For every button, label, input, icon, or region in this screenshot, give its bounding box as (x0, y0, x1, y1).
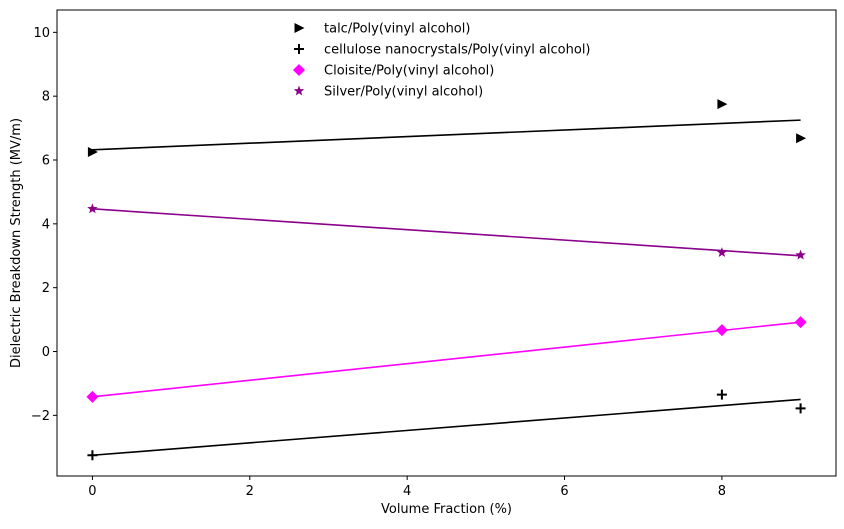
y-axis: −2 0 2 4 6 8 10 (31, 26, 57, 424)
x-tick-label: 0 (88, 484, 96, 499)
legend-marker (293, 64, 305, 76)
data-point (795, 249, 806, 260)
x-tick-label: 6 (560, 484, 568, 499)
plot-marks (86, 99, 807, 461)
data-point (87, 203, 98, 214)
data-point (716, 389, 727, 400)
fit-line (92, 321, 801, 398)
data-point (794, 316, 807, 329)
y-tick-label: 10 (33, 26, 50, 41)
legend-marker (294, 23, 305, 33)
legend-label: talc/Poly(vinyl alcohol) (324, 22, 470, 37)
legend-marker (293, 85, 305, 96)
legend-marker (294, 44, 304, 54)
fit-line (92, 398, 801, 457)
legend-item: Cloisite/Poly(vinyl alcohol) (293, 64, 494, 79)
data-point (796, 133, 807, 144)
data-point (717, 99, 728, 110)
y-tick-label: 6 (42, 154, 50, 169)
y-axis-label: Dielectric Breakdown Strength (MV/m) (9, 118, 24, 368)
fit-line (92, 119, 801, 151)
legend-item: talc/Poly(vinyl alcohol) (294, 22, 470, 37)
y-tick-label: 2 (42, 281, 50, 296)
x-tick-label: 8 (718, 484, 726, 499)
y-tick-label: 0 (42, 345, 50, 360)
legend-item: cellulose nanocrystals/Poly(vinyl alcoho… (294, 43, 591, 58)
y-tick-label: 8 (42, 90, 50, 105)
x-axis-label: Volume Fraction (%) (381, 502, 512, 517)
legend-label: Cloisite/Poly(vinyl alcohol) (324, 64, 494, 79)
plot-frame (56, 9, 837, 477)
fit-line (92, 208, 801, 257)
y-tick-label: −2 (31, 409, 50, 424)
data-point (87, 450, 98, 461)
data-point (716, 247, 728, 258)
data-point (795, 403, 806, 414)
x-axis: 0 2 4 6 8 (88, 476, 726, 499)
data-point (87, 147, 98, 158)
data-point (715, 324, 728, 337)
legend-item: Silver/Poly(vinyl alcohol) (293, 85, 483, 100)
x-tick-label: 2 (246, 484, 254, 499)
y-tick-label: 4 (42, 217, 50, 232)
x-tick-label: 4 (403, 484, 411, 499)
legend-label: Silver/Poly(vinyl alcohol) (324, 85, 483, 100)
data-point (86, 390, 99, 403)
legend: talc/Poly(vinyl alcohol) cellulose nanocr… (293, 22, 591, 100)
legend-label: cellulose nanocrystals/Poly(vinyl alcoho… (324, 43, 591, 58)
